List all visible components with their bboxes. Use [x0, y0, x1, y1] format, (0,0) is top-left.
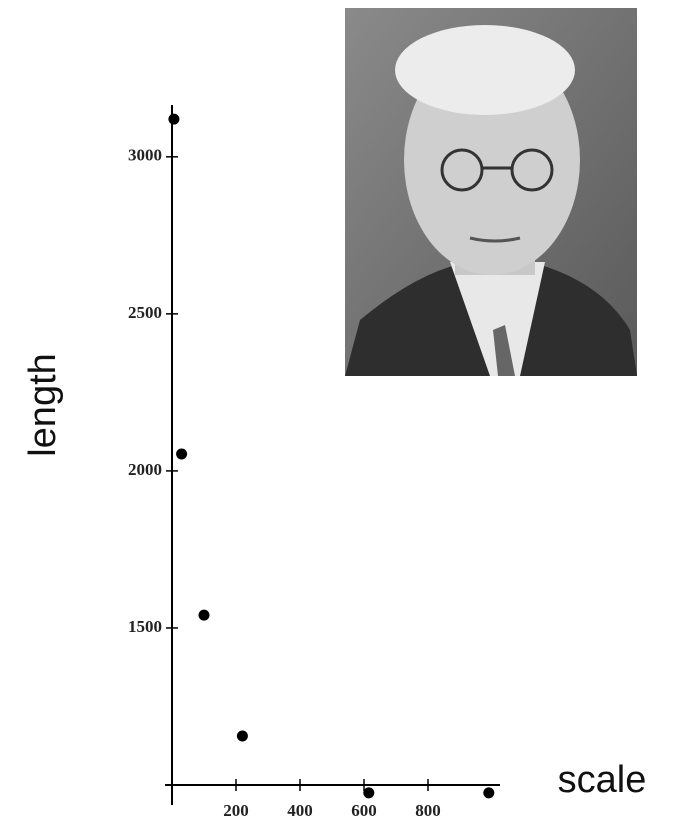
x-axis-title: scale [558, 759, 647, 801]
x-tick-label: 600 [351, 801, 377, 820]
point [237, 731, 248, 742]
point [176, 448, 187, 459]
y-tick-label: 1500 [128, 617, 162, 636]
point [483, 787, 494, 798]
portrait-photo [345, 8, 637, 376]
point [168, 114, 179, 125]
point [363, 787, 374, 798]
point [199, 610, 210, 621]
chart: length scale 1500 2000 2500 3000 200 400 600 80… [0, 0, 675, 823]
y-tick-label: 2000 [128, 460, 162, 479]
x-tick-label: 800 [415, 801, 441, 820]
y-tick-label: 3000 [128, 146, 162, 165]
x-tick-label: 200 [223, 801, 249, 820]
y-tick-label: 2500 [128, 303, 162, 322]
x-tick-label: 400 [287, 801, 313, 820]
y-axis-title: length [22, 353, 64, 457]
